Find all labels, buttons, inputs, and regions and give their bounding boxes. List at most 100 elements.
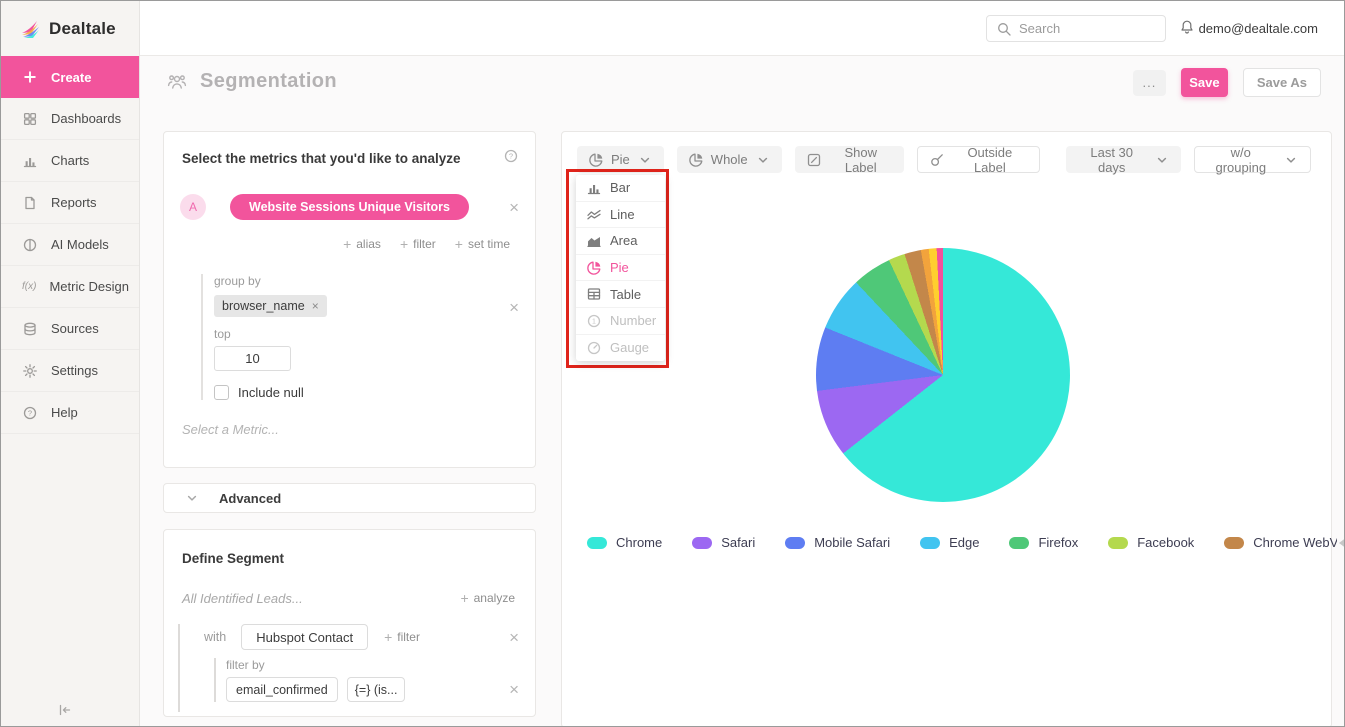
- select-metric-placeholder[interactable]: Select a Metric...: [182, 422, 279, 437]
- set-time-link[interactable]: + set time: [454, 236, 510, 252]
- sidebar-item-reports[interactable]: Reports: [1, 182, 139, 224]
- grouping-dropdown[interactable]: w/o grouping: [1193, 145, 1312, 175]
- legend-item-edge[interactable]: Edge: [920, 535, 979, 550]
- chart-type-option-table[interactable]: Table: [576, 281, 665, 308]
- sidebar-item-label: Settings: [51, 363, 98, 378]
- sidebar-item-create[interactable]: Create: [1, 56, 139, 98]
- add-filter-link[interactable]: + filter: [399, 236, 436, 252]
- menu-item-label: Table: [610, 286, 642, 302]
- ai-circle-icon: [22, 237, 38, 253]
- filter-by-block: filter by email_confirmed {=} (is... ×: [214, 658, 519, 702]
- legend-label: Chrome: [616, 535, 663, 550]
- segment-filter-link[interactable]: + filter: [384, 629, 420, 645]
- menu-item-label: Number: [610, 313, 657, 329]
- sidebar-item-metric-design[interactable]: f(x) Metric Design: [1, 266, 139, 308]
- sidebar-collapse-icon[interactable]: [56, 702, 72, 718]
- include-null-checkbox[interactable]: [214, 385, 229, 400]
- sidebar-item-label: Dashboards: [51, 111, 122, 126]
- segment-placeholder[interactable]: All Identified Leads...: [182, 590, 303, 606]
- chart-type-menu: Bar Line Area Pie Table 1 Number Gauge: [576, 175, 665, 362]
- advanced-panel[interactable]: Advanced: [163, 483, 536, 513]
- pie-chart[interactable]: [816, 248, 1070, 502]
- remove-metric-icon[interactable]: ×: [509, 197, 519, 217]
- advanced-label: Advanced: [219, 490, 282, 506]
- chart-type-option-pie[interactable]: Pie: [576, 255, 665, 282]
- bar-chart-icon: [22, 153, 38, 169]
- document-icon: [22, 195, 38, 211]
- sidebar-item-ai-models[interactable]: AI Models: [1, 224, 139, 266]
- legend-label: Mobile Safari: [814, 535, 891, 550]
- sidebar-item-charts[interactable]: Charts: [1, 140, 139, 182]
- metric-pill[interactable]: Website Sessions Unique Visitors: [230, 194, 469, 220]
- legend-item-chrome[interactable]: Chrome: [587, 535, 662, 550]
- filter-operator-button[interactable]: {=} (is...: [346, 677, 406, 702]
- menu-item-label: Gauge: [610, 340, 650, 356]
- chart-type-option-gauge: Gauge: [576, 335, 665, 362]
- group-by-chip[interactable]: browser_name ×: [214, 295, 327, 317]
- remove-chip-icon[interactable]: ×: [311, 299, 319, 313]
- database-icon: [22, 321, 38, 337]
- add-alias-link[interactable]: + alias: [343, 236, 381, 252]
- page-header: Segmentation ... Save Save As: [140, 56, 1344, 111]
- remove-filter-icon[interactable]: ×: [509, 680, 519, 699]
- top-count-input[interactable]: [214, 346, 291, 371]
- top-bar: Dealtale demo@dealtale.com: [1, 1, 1344, 56]
- group-by-label: group by: [214, 274, 261, 288]
- help-icon[interactable]: ?: [503, 148, 519, 164]
- table-icon: [586, 286, 602, 302]
- outside-label-button[interactable]: Outside Label: [916, 145, 1040, 175]
- sidebar-item-settings[interactable]: Settings: [1, 350, 139, 392]
- define-segment-panel: Define Segment All Identified Leads... +…: [163, 529, 536, 717]
- chart-type-option-line[interactable]: Line: [576, 202, 665, 229]
- hubspot-contact-button[interactable]: Hubspot Contact: [241, 624, 369, 650]
- filter-field-button[interactable]: email_confirmed: [226, 677, 338, 702]
- svg-text:?: ?: [28, 408, 32, 417]
- legend-swatch: [1224, 536, 1245, 549]
- area-chart-icon: [586, 233, 602, 249]
- chart-type-option-bar[interactable]: Bar: [576, 175, 665, 202]
- legend-item-facebook[interactable]: Facebook: [1108, 535, 1194, 550]
- legend-item-firefox[interactable]: Firefox: [1009, 535, 1078, 550]
- chart-toolbar: Pie Whole Show Label Outside Label Last …: [577, 145, 1312, 175]
- show-label-button[interactable]: Show Label: [794, 145, 904, 175]
- menu-item-label: Area: [610, 233, 638, 249]
- legend-swatch: [785, 536, 806, 549]
- more-options-button[interactable]: ...: [1132, 69, 1166, 96]
- search-box[interactable]: [986, 15, 1166, 42]
- sidebar-item-sources[interactable]: Sources: [1, 308, 139, 350]
- sidebar-item-dashboards[interactable]: Dashboards: [1, 98, 139, 140]
- chart-panel: Pie Whole Show Label Outside Label Last …: [561, 131, 1344, 726]
- legend-item-chrome-webview[interactable]: Chrome WebView: [1224, 535, 1337, 550]
- remove-with-icon[interactable]: ×: [509, 627, 519, 647]
- save-button[interactable]: Save: [1180, 68, 1228, 97]
- sidebar-item-label: Charts: [51, 153, 90, 168]
- chart-legend: Chrome Safari Mobile Safari Edge Firefox Face…: [587, 535, 1344, 550]
- with-label: with: [204, 630, 227, 644]
- remove-group-by-icon[interactable]: ×: [509, 298, 519, 317]
- save-as-button[interactable]: Save As: [1242, 68, 1321, 97]
- legend-prev-icon[interactable]: [1339, 536, 1344, 549]
- sidebar-item-label: AI Models: [51, 237, 109, 252]
- legend-item-mobile-safari[interactable]: Mobile Safari: [785, 535, 890, 550]
- date-range-dropdown[interactable]: Last 30 days: [1065, 145, 1181, 175]
- chart-type-dropdown[interactable]: Pie: [577, 146, 664, 173]
- chart-type-option-number: 1 Number: [576, 308, 665, 335]
- outside-label-icon: [929, 152, 945, 168]
- add-analyze-link[interactable]: + analyze: [460, 590, 515, 606]
- user-email[interactable]: demo@dealtale.com: [1198, 21, 1318, 36]
- notifications-bell-icon[interactable]: [1179, 19, 1195, 35]
- grid-icon: [22, 111, 38, 127]
- search-input[interactable]: [1019, 21, 1149, 36]
- filter-by-label: filter by: [226, 658, 265, 672]
- chevron-down-icon: [1154, 152, 1170, 168]
- sidebar-item-help[interactable]: ? Help: [1, 392, 139, 434]
- legend-label: Facebook: [1137, 535, 1195, 550]
- legend-item-safari[interactable]: Safari: [692, 535, 755, 550]
- legend-label: Chrome WebView: [1253, 535, 1338, 550]
- bar-chart-icon: [586, 180, 602, 196]
- group-by-block: group by browser_name × × top Include nu…: [201, 274, 519, 400]
- page-title: Segmentation: [200, 70, 338, 92]
- chart-type-option-area[interactable]: Area: [576, 228, 665, 255]
- menu-item-label: Line: [610, 206, 635, 222]
- pie-mode-dropdown[interactable]: Whole: [676, 146, 782, 173]
